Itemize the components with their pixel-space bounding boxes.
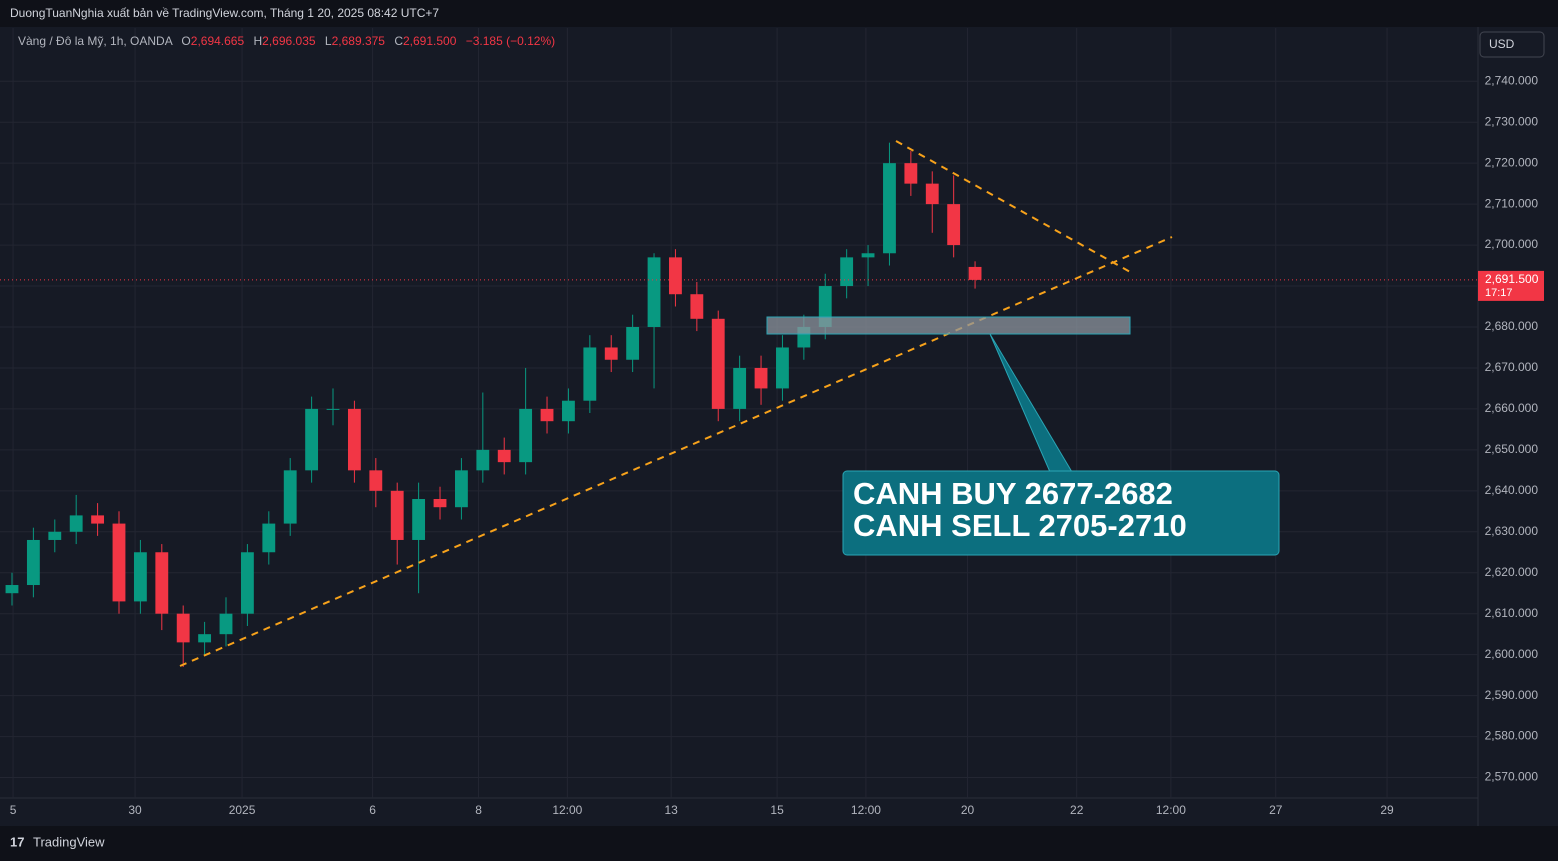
y-tick-label: 2,660.000 [1485,401,1539,415]
candle-body [433,499,447,508]
candle-body [133,552,147,602]
candle-body [840,257,854,287]
candle-body [583,347,597,401]
y-tick-label: 2,630.000 [1485,524,1539,538]
y-tick-label: 2,610.000 [1485,606,1539,620]
y-tick-label: 2,670.000 [1485,360,1539,374]
candle-body [669,257,682,295]
candle-body [69,515,83,532]
candle-body [5,585,19,594]
countdown-label: 17:17 [1485,287,1513,299]
candle-body [326,408,340,410]
candle-body [883,163,896,254]
x-tick-label: 12:00 [851,803,881,817]
x-tick-label: 29 [1380,803,1394,817]
candle-body [711,318,725,409]
x-tick-label: 22 [1070,803,1084,817]
candle-body [733,367,747,409]
candle-body [540,408,554,422]
y-tick-label: 2,620.000 [1485,565,1539,579]
x-tick-label: 20 [961,803,975,817]
candle-body [776,347,789,389]
candle-body [925,183,939,205]
y-tick-label: 2,700.000 [1485,237,1539,251]
candle-body [48,531,62,540]
candle-body [219,613,233,635]
y-tick-label: 2,600.000 [1485,647,1539,661]
x-tick-label: 5 [10,803,17,817]
logo-icon: 17 [10,834,24,849]
callout-box [842,470,1280,556]
footer [0,826,1558,861]
candle-body [305,408,319,471]
last-price-tag [1478,270,1544,301]
y-tick-label: 2,580.000 [1485,729,1539,743]
x-tick-label: 2025 [229,803,256,817]
candle-body [412,499,426,540]
candle-body [519,408,533,463]
x-tick-label: 15 [770,803,784,817]
candle-body [904,163,918,184]
y-tick-label: 2,570.000 [1485,770,1539,784]
candle-body [347,408,361,471]
downtrend-line [895,140,1133,274]
candle-body [476,449,490,471]
x-tick-label: 6 [369,803,376,817]
x-tick-label: 13 [664,803,678,817]
publisher-bar [0,0,1558,27]
candle-body [562,400,575,422]
symbol-legend: Vàng / Đô la Mỹ, 1h, OANDA O2,694.665 H2… [18,34,555,48]
candle-body [262,523,276,553]
footer-logo: TradingView [33,834,105,849]
candle-body [497,449,511,463]
x-tick-label: 12:00 [552,803,582,817]
x-tick-label: 12:00 [1156,803,1186,817]
candle-body [91,515,105,524]
candle-body [26,539,40,586]
y-tick-label: 2,730.000 [1485,114,1539,128]
x-tick-label: 30 [128,803,142,817]
candle-body [626,326,640,360]
candle-body [240,552,254,614]
candle-body [176,613,190,643]
currency-label[interactable]: USD [1489,37,1515,51]
candle-body [390,490,404,540]
last-price-label: 2,691.500 [1485,272,1539,286]
candle-body [454,470,468,508]
candle-body [690,294,704,319]
y-tick-label: 2,590.000 [1485,688,1539,702]
candle-body [155,552,169,614]
y-tick-label: 2,720.000 [1485,155,1539,169]
candle-body [283,470,297,524]
callout-text: CANH BUY 2677-2682 [853,476,1173,511]
x-tick-label: 27 [1269,803,1283,817]
y-tick-label: 2,740.000 [1485,73,1539,87]
uptrend-line [179,236,1173,667]
x-tick-label: 8 [475,803,482,817]
y-tick-label: 2,640.000 [1485,483,1539,497]
y-tick-label: 2,680.000 [1485,319,1539,333]
candle-body [968,266,982,280]
candle-body [647,257,661,327]
candle-body [947,204,961,246]
candle-body [369,470,383,491]
callout-text: CANH SELL 2705-2710 [853,508,1187,543]
y-tick-label: 2,710.000 [1485,196,1539,210]
candle-body [112,523,126,602]
currency-button[interactable] [1479,31,1545,58]
candle-body [198,634,212,643]
candle-body [604,347,618,360]
publisher-text: DuongTuanNghia xuất bản về TradingView.c… [10,6,439,20]
candle-body [754,367,768,389]
y-tick-label: 2,650.000 [1485,442,1539,456]
candle-body [861,253,875,258]
zone [766,316,1131,335]
